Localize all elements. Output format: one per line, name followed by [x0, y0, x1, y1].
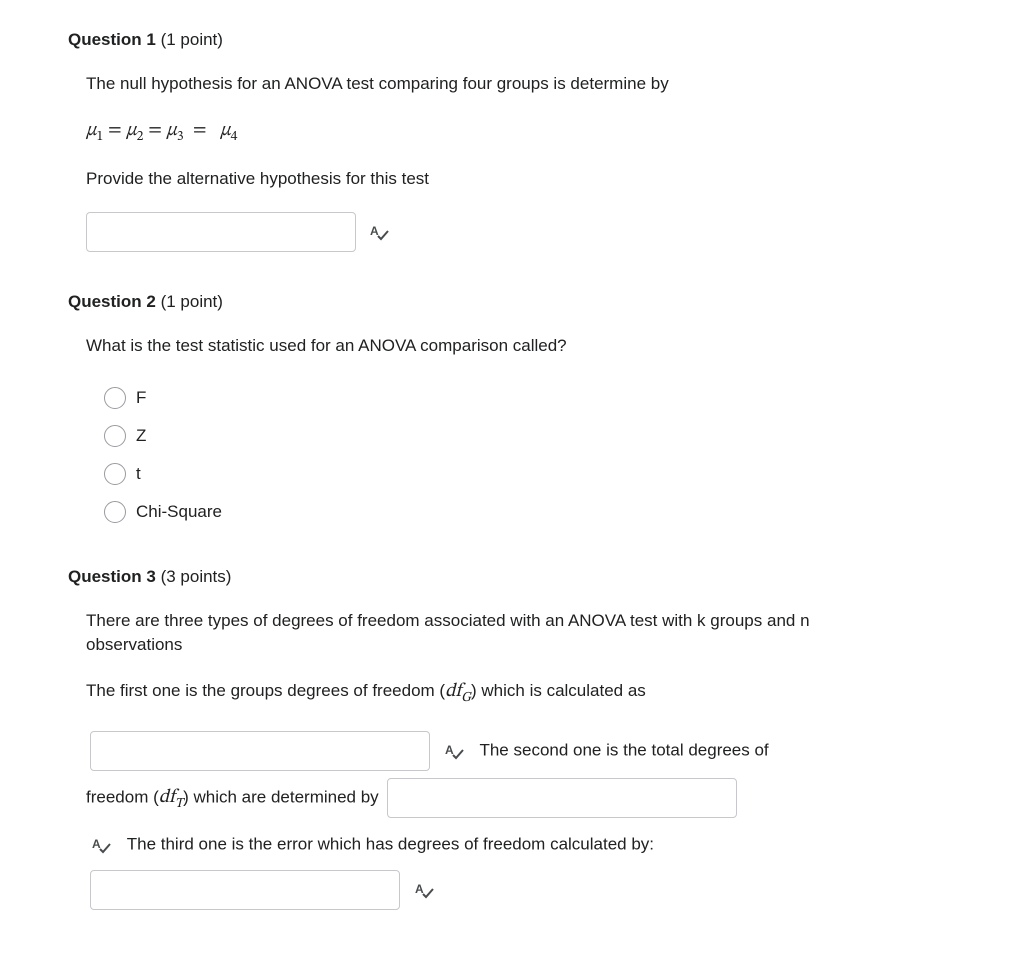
spellcheck-icon[interactable]: A — [415, 881, 435, 899]
radio-circle-icon — [104, 425, 126, 447]
radio-option-z[interactable]: Z — [104, 417, 956, 455]
radio-label: Z — [136, 426, 146, 446]
question-3-input-2[interactable] — [387, 778, 737, 818]
question-3-points: (3 points) — [156, 567, 232, 586]
radio-option-chi-square[interactable]: Chi-Square — [104, 493, 956, 531]
question-1-points: (1 point) — [156, 30, 223, 49]
question-1-number: Question 1 — [68, 30, 156, 49]
radio-option-t[interactable]: t — [104, 455, 956, 493]
question-3-input-3[interactable] — [90, 870, 400, 910]
radio-circle-icon — [104, 501, 126, 523]
question-3-text-1: There are three types of degrees of free… — [86, 609, 876, 658]
question-2-points: (1 point) — [156, 292, 223, 311]
radio-circle-icon — [104, 463, 126, 485]
question-3-header: Question 3 (3 points) — [68, 567, 956, 587]
spellcheck-icon[interactable]: A — [92, 836, 112, 854]
q3-line2-post: ) which is calculated as — [471, 681, 646, 700]
svg-text:A: A — [445, 743, 454, 757]
q3-seg2b-post: ) which are determined by — [183, 788, 379, 807]
q3-seg2a: The second one is the total degrees of — [479, 741, 768, 760]
q3-seg2b-pre: freedom ( — [86, 788, 159, 807]
radio-circle-icon — [104, 387, 126, 409]
q3-line2-pre: The first one is the groups degrees of f… — [86, 681, 445, 700]
spellcheck-icon[interactable]: A — [445, 742, 465, 760]
svg-text:A: A — [92, 837, 101, 851]
question-1-answer-input[interactable] — [86, 212, 356, 252]
question-3-fill-blanks: A The second one is the total degrees of… — [86, 728, 956, 911]
question-2-prompt: What is the test statistic used for an A… — [86, 334, 956, 359]
question-1-text-2: Provide the alternative hypothesis for t… — [86, 167, 956, 192]
question-2-number: Question 2 — [68, 292, 156, 311]
question-1-header: Question 1 (1 point) — [68, 30, 956, 50]
question-2-options: F Z t Chi-Square — [104, 379, 956, 531]
radio-label: Chi-Square — [136, 502, 222, 522]
q3-seg3: The third one is the error which has deg… — [127, 835, 654, 854]
question-3-text-2: The first one is the groups degrees of f… — [86, 678, 956, 709]
radio-label: t — [136, 464, 141, 484]
svg-text:A: A — [370, 224, 379, 238]
question-1-text-1: The null hypothesis for an ANOVA test co… — [86, 72, 956, 97]
svg-text:A: A — [415, 882, 424, 896]
question-1-equation: μ1 = μ2 = μ3 = μ4 — [86, 117, 956, 148]
question-3-input-1[interactable] — [90, 731, 430, 771]
question-3-number: Question 3 — [68, 567, 156, 586]
question-2-header: Question 2 (1 point) — [68, 292, 956, 312]
spellcheck-icon[interactable]: A — [370, 223, 390, 241]
radio-label: F — [136, 388, 146, 408]
radio-option-f[interactable]: F — [104, 379, 956, 417]
